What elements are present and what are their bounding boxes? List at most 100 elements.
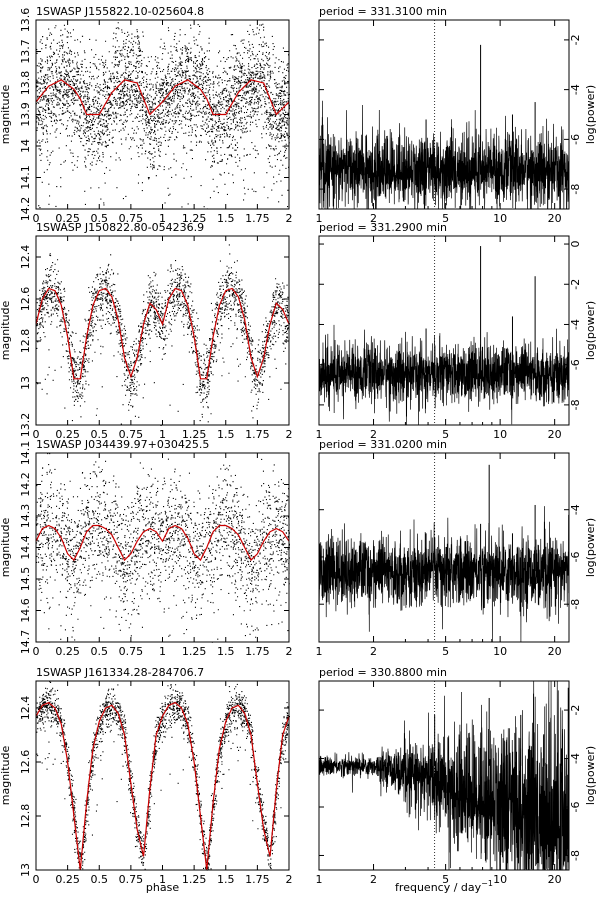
binned-mean-curve-1	[35, 79, 290, 116]
x-tick-label-8-2: 5	[442, 873, 449, 886]
x-tick-label-2-7: 1.75	[245, 428, 270, 441]
x-tick-label-7-1: 2	[370, 645, 377, 658]
lightcurve-panel-2: 1SWASP J150822.80-054236.9 magnitude 0 0.…	[0, 221, 293, 441]
binned-mean-curve-3	[35, 524, 290, 562]
panel-title-1: 1SWASP J155822.10-025604.8	[36, 5, 204, 18]
y-axis-label-1: magnitude	[0, 85, 12, 145]
power-spectrum-2	[318, 324, 570, 426]
y-tick-label-1-0: 13.6	[19, 8, 32, 33]
y-tick-label-5-1: -4	[569, 84, 582, 95]
x-tick-label-7-0: 1	[316, 645, 323, 658]
y-tick-label-4-0: 12.4	[19, 696, 32, 721]
period-label-2: period = 331.2900 min	[319, 221, 447, 234]
power-spectrum-3	[318, 506, 570, 643]
x-tick-label-5-0: 1	[316, 212, 323, 225]
x-tick-label-4-3: 0.75	[119, 873, 144, 886]
x-tick-label-6-3: 10	[493, 428, 507, 441]
y-tick-label-7-0: -4	[569, 504, 582, 515]
y-tick-label-5-2: -6	[569, 134, 582, 145]
y-tick-label-3-2: 14.3	[19, 504, 32, 529]
x-tick-label-4-2: 0.5	[91, 873, 109, 886]
x-tick-label-1-0: 0	[33, 212, 40, 225]
x-tick-label-1-6: 1.5	[217, 212, 235, 225]
y-tick-label-5-3: -8	[569, 184, 582, 195]
x-tick-label-3-2: 0.5	[91, 645, 109, 658]
x-tick-label-1-8: 2	[286, 212, 293, 225]
x-tick-label-4-8: 2	[286, 873, 293, 886]
y-axis-label-power-1: log(power)	[584, 85, 597, 144]
y-tick-label-1-2: 13.8	[19, 71, 32, 96]
x-tick-label-1-7: 1.75	[245, 212, 270, 225]
power-spectrum-1	[318, 100, 570, 210]
lightcurve-panel-4: 1SWASP J161334.28-284706.7 magnitude pha…	[0, 666, 293, 894]
x-tick-label-6-0: 1	[316, 428, 323, 441]
y-axis-label-power-4: log(power)	[584, 746, 597, 805]
x-tick-label-6-2: 5	[442, 428, 449, 441]
y-tick-label-6-0: 0	[569, 241, 582, 248]
period-label-4: period = 330.8800 min	[319, 666, 447, 679]
x-tick-label-5-1: 2	[370, 212, 377, 225]
periodogram-panel-2: period = 331.2900 min log(power) 1 2 5 10 20…	[316, 221, 598, 441]
x-tick-label-4-7: 1.75	[245, 873, 270, 886]
x-tick-label-4-5: 1.25	[182, 873, 207, 886]
periodogram-frame-3	[318, 452, 570, 643]
x-tick-label-2-2: 0.5	[91, 428, 109, 441]
y-tick-label-3-5: 14.6	[19, 598, 32, 623]
y-tick-label-3-0: 14.1	[19, 441, 32, 466]
y-tick-label-4-3: 13	[19, 863, 32, 877]
binned-mean-curve-2	[35, 287, 290, 380]
x-tick-label-2-6: 1.5	[217, 428, 235, 441]
y-tick-label-2-3: 13	[19, 376, 32, 390]
x-tick-label-2-3: 0.75	[119, 428, 144, 441]
y-tick-label-8-1: -4	[569, 753, 582, 764]
x-tick-label-3-6: 1.5	[217, 645, 235, 658]
x-tick-label-1-1: 0.25	[55, 212, 80, 225]
y-tick-label-4-2: 12.8	[19, 804, 32, 829]
x-tick-label-5-4: 20	[548, 212, 562, 225]
x-tick-label-1-3: 0.75	[119, 212, 144, 225]
y-tick-label-1-1: 13.7	[19, 39, 32, 64]
periodogram-panel-1: period = 331.3100 min log(power) 1 2 5 10 20…	[316, 5, 598, 225]
y-tick-label-1-6: 14.2	[19, 197, 32, 222]
y-tick-label-2-1: 12.6	[19, 287, 32, 312]
x-tick-label-3-8: 2	[286, 645, 293, 658]
y-axis-label-2: magnitude	[0, 301, 12, 361]
y-tick-label-3-1: 14.2	[19, 472, 32, 497]
x-tick-label-3-1: 0.25	[55, 645, 80, 658]
y-tick-label-6-3: -6	[569, 359, 582, 370]
x-tick-label-7-2: 5	[442, 645, 449, 658]
periodogram-panel-3: period = 331.0200 min log(power) 1 2 5 10 20…	[316, 438, 598, 658]
panel-title-3: 1SWASP J034439.97+030425.5	[36, 438, 209, 451]
x-tick-label-2-8: 2	[286, 428, 293, 441]
x-tick-label-8-0: 1	[316, 873, 323, 886]
x-tick-label-3-0: 0	[33, 645, 40, 658]
x-tick-label-1-2: 0.5	[91, 212, 109, 225]
binned-mean-curve-4	[35, 701, 290, 871]
y-tick-label-2-0: 12.4	[19, 245, 32, 270]
y-axis-label-power-3: log(power)	[584, 518, 597, 577]
x-tick-label-1-4: 1	[159, 212, 166, 225]
y-tick-label-6-2: -4	[569, 319, 582, 330]
lightcurve-frame-1	[35, 19, 290, 210]
y-tick-label-7-1: -6	[569, 551, 582, 562]
y-axis-label-power-2: log(power)	[584, 301, 597, 360]
y-tick-label-8-2: -6	[569, 802, 582, 813]
lightcurve-panel-1: 1SWASP J155822.10-025604.8 magnitude 0 0.…	[0, 5, 293, 225]
panel-title-2: 1SWASP J150822.80-054236.9	[36, 221, 204, 234]
lightcurve-panel-3: 1SWASP J034439.97+030425.5 magnitude 0 0.…	[0, 438, 293, 658]
photometry-points-4	[36, 681, 291, 871]
y-tick-label-6-4: -8	[569, 399, 582, 410]
y-tick-label-8-3: -8	[569, 850, 582, 861]
x-tick-label-6-4: 20	[548, 428, 562, 441]
x-tick-label-4-4: 1	[159, 873, 166, 886]
x-tick-label-2-4: 1	[159, 428, 166, 441]
period-label-1: period = 331.3100 min	[319, 5, 447, 18]
y-tick-label-7-2: -8	[569, 599, 582, 610]
periodogram-frame-4	[318, 680, 570, 871]
y-tick-label-8-0: -2	[569, 705, 582, 716]
y-axis-label-3: magnitude	[0, 518, 12, 578]
x-tick-label-7-4: 20	[548, 645, 562, 658]
y-tick-label-6-1: -2	[569, 279, 582, 290]
x-tick-label-2-0: 0	[33, 428, 40, 441]
